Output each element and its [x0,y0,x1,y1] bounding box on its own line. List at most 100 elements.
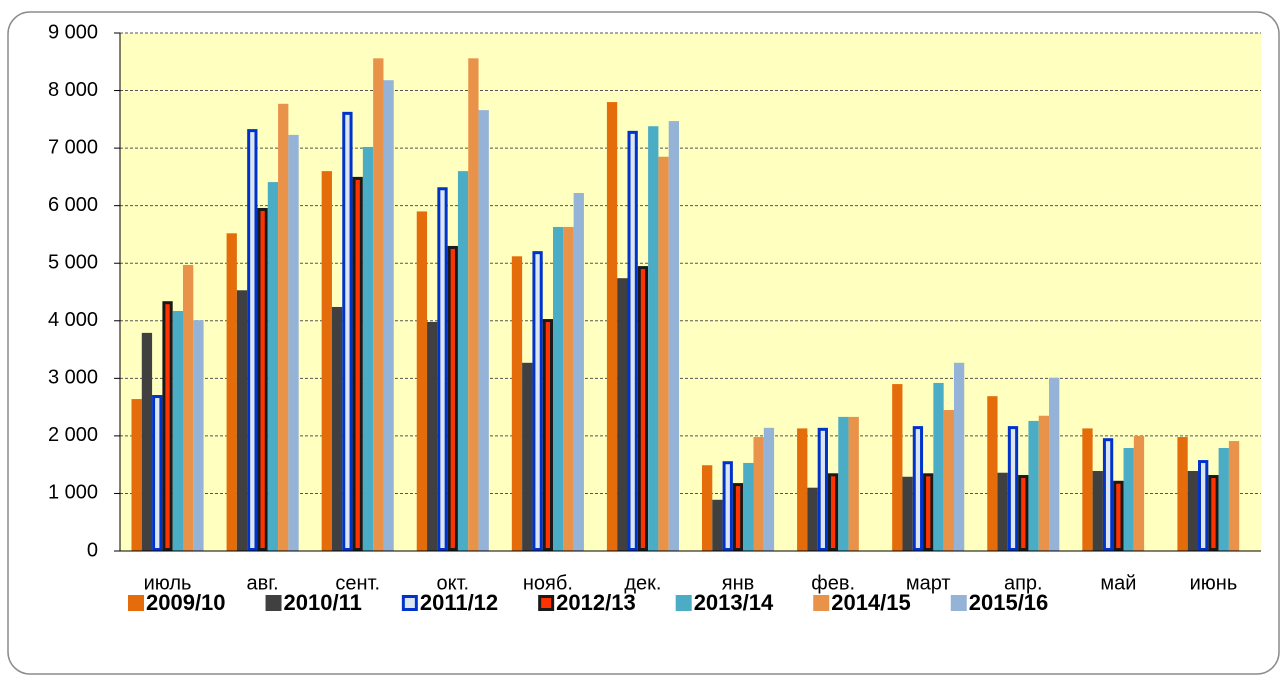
y-tick-label: 1 000 [48,482,98,504]
y-tick-label: 5 000 [48,252,98,274]
bar [331,306,343,551]
bar [1092,470,1103,551]
bar [1082,428,1093,551]
x-tick-label: фев. [811,572,855,594]
y-tick-label: 6 000 [48,194,98,216]
legend-label: 2009/10 [146,590,226,615]
bar [416,211,428,551]
bar [1123,447,1134,551]
bar [1198,460,1209,551]
bar [838,416,849,551]
bar [553,226,564,551]
bar [1208,475,1219,552]
x-tick-label: сент. [335,572,380,594]
bar [987,396,998,551]
y-tick-label: 9 000 [48,21,98,43]
x-tick-label: май [1100,572,1136,594]
bar [606,102,618,552]
bar [668,121,680,551]
bar [1102,438,1114,551]
bar [362,146,374,551]
bar [342,111,353,552]
bar [1113,480,1124,552]
bar [162,301,173,551]
bar [648,126,659,552]
bar [902,476,913,551]
bar [997,472,1008,551]
x-tick-label: нояб. [523,572,573,594]
y-tick-label: 0 [87,539,98,561]
bar [532,251,543,551]
bar [953,362,965,551]
bar [1187,470,1199,551]
bar [943,409,954,551]
legend-label: 2015/16 [969,590,1049,615]
x-tick-label: дек. [624,572,661,594]
legend-swatch [950,595,967,611]
bar [1177,437,1188,551]
bar [478,110,489,551]
legend-label: 2012/13 [556,590,636,615]
y-tick-label: 2 000 [48,424,98,446]
bar [1018,475,1029,552]
y-tick-label: 3 000 [48,367,98,389]
legend-label: 2014/15 [831,590,911,615]
bar [288,134,299,551]
bar [797,428,808,551]
bar [573,193,584,551]
bar [1038,415,1050,551]
y-tick-label: 8 000 [48,79,98,101]
x-tick-label: авг. [247,572,279,594]
legend-label: 2013/14 [694,590,774,615]
bar [447,245,458,551]
bar [236,290,248,551]
legend-swatch [401,595,418,611]
bar [352,176,363,551]
bar [1133,435,1145,551]
bar [732,483,744,551]
bar [817,427,828,552]
bar [753,437,764,551]
y-tick-label: 4 000 [48,309,98,331]
legend-swatch [538,595,555,611]
bar [563,226,574,551]
x-tick-label: март [906,572,951,594]
x-tick-label: июнь [1190,572,1238,594]
bar [827,473,839,551]
bar [226,233,237,551]
bar [131,399,142,551]
bar [267,182,279,551]
bar [383,80,394,551]
bar [1049,377,1060,551]
x-tick-label: янв [722,572,755,594]
bar [1028,420,1039,551]
plot-area [120,33,1261,551]
bar [912,426,924,551]
legend-swatch [813,595,830,611]
bar [457,171,469,551]
bar [1218,447,1229,551]
bar [152,395,163,551]
bar [1228,441,1240,551]
bar [923,473,934,551]
bar [321,171,332,551]
bar [373,58,384,552]
bar [182,264,194,551]
legend-label: 2010/11 [284,590,362,615]
y-tick-label: 7 000 [48,136,98,158]
bar [892,384,903,551]
legend-swatch [265,595,282,611]
bar [193,320,204,551]
bar [257,207,268,551]
bar [141,332,153,551]
bar [712,499,723,551]
bar [743,462,754,551]
bar [437,187,448,551]
bar [658,156,669,551]
bar [763,427,775,551]
bar [468,58,479,552]
legend-label: 2011/12 [420,590,498,615]
x-tick-label: июль [144,572,192,594]
bar [278,103,289,551]
